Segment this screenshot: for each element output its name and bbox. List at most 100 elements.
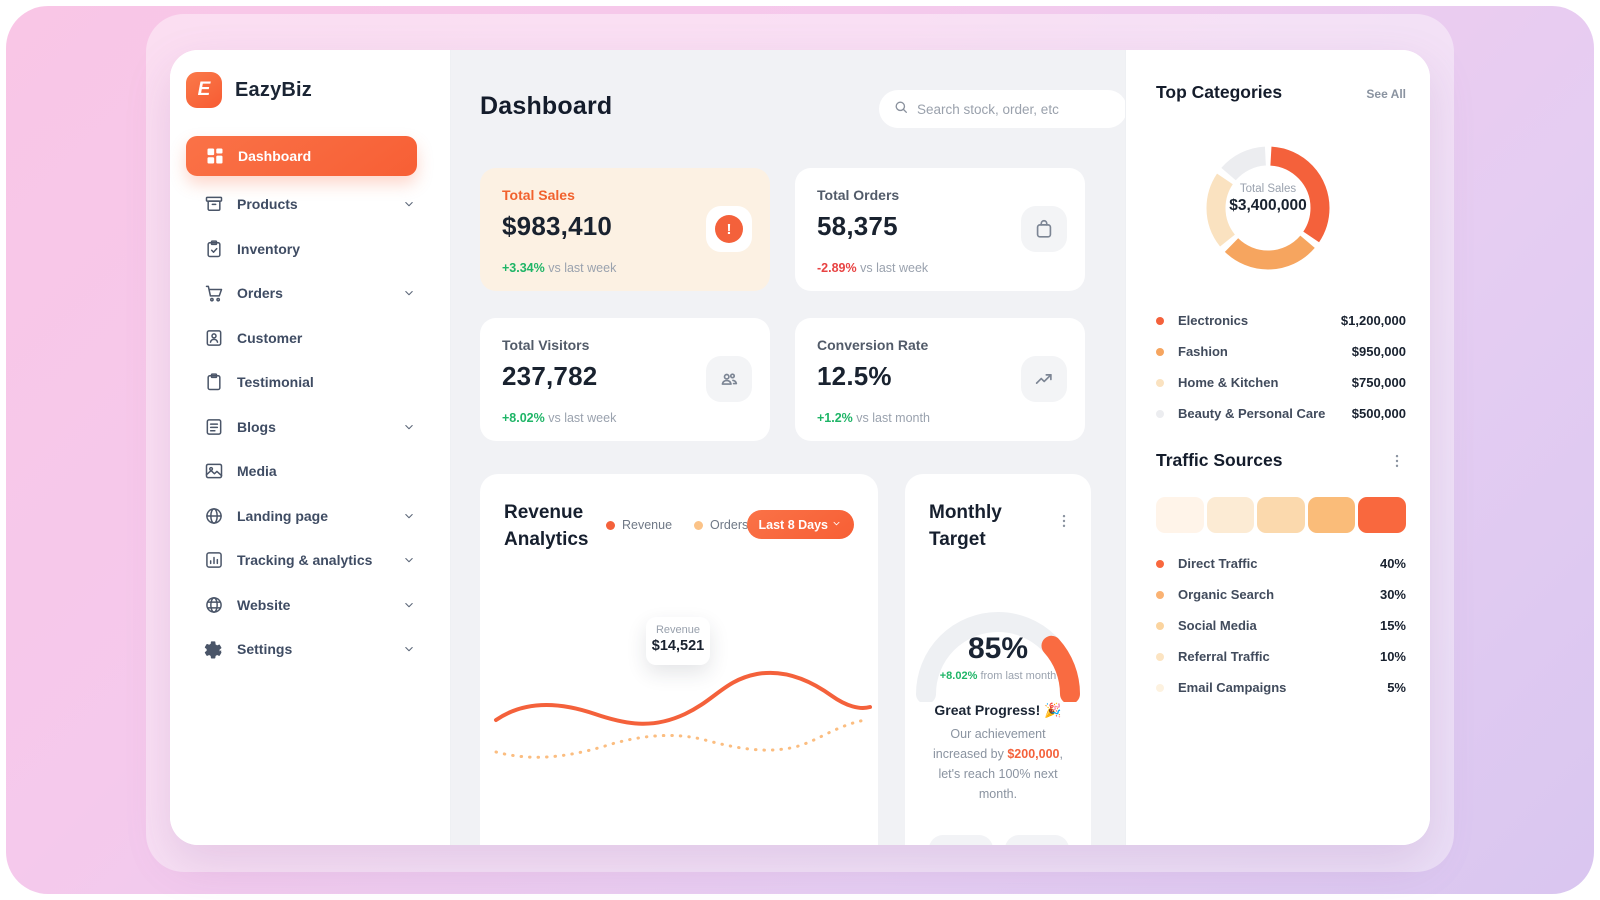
target-message: Our achievement increased by $200,000, l… <box>933 727 1063 801</box>
legend-revenue: Revenue <box>606 518 672 532</box>
stat-delta: +1.2% <box>817 411 853 425</box>
kebab-menu-icon[interactable] <box>1388 452 1406 470</box>
kebab-menu-icon[interactable] <box>1055 512 1073 530</box>
stats-grid: Total Sales $983,410 +3.34% vs last week! T… <box>480 168 1085 441</box>
sidebar: E EazyBiz Dashboard Products Inventory Orde… <box>170 50 451 845</box>
stat-value: $983,410 <box>502 211 613 241</box>
category-row-fashion: Fashion $950,000 <box>1156 336 1406 367</box>
chevron-down-icon <box>402 553 416 567</box>
traffic-list: Direct Traffic 40% Organic Search 30% Social… <box>1156 548 1406 703</box>
target-message-title: Great Progress! 🎉 <box>934 702 1062 718</box>
tracking-icon <box>204 550 224 570</box>
stat-delta: +3.34% <box>502 261 545 275</box>
stat-note: vs last month <box>856 411 930 425</box>
row-value: 40% <box>1379 556 1406 571</box>
search-input[interactable] <box>917 101 1113 117</box>
sidebar-item-dashboard[interactable]: Dashboard <box>186 136 417 176</box>
traffic-row-social-media: Social Media 15% <box>1156 610 1406 641</box>
traffic-scale-swatch <box>1156 497 1204 533</box>
chart-tooltip: Revenue $14,521 <box>646 617 710 665</box>
monthly-target-title: Monthly Target <box>929 502 1002 550</box>
sidebar-item-label: Products <box>237 196 298 212</box>
sidebar-item-customer[interactable]: Customer <box>170 318 450 358</box>
search-bar[interactable] <box>879 90 1127 128</box>
stat-value: 12.5% <box>817 361 892 391</box>
chevron-down-icon <box>402 420 416 434</box>
traffic-row-referral-traffic: Referral Traffic 10% <box>1156 641 1406 672</box>
date-range-button[interactable]: Last 8 Days <box>746 510 854 539</box>
sidebar-item-blogs[interactable]: Blogs <box>170 407 450 447</box>
landing-icon <box>204 506 224 526</box>
traffic-scale-swatch <box>1206 497 1255 533</box>
target-gauge <box>916 612 1080 702</box>
sidebar-item-label: Tracking & analytics <box>237 552 373 568</box>
chevron-down-icon <box>831 518 842 532</box>
sidebar-item-orders[interactable]: Orders <box>170 273 450 313</box>
chevron-down-icon <box>402 642 416 656</box>
stat-note: vs last week <box>548 261 617 275</box>
row-value: 10% <box>1379 649 1406 664</box>
sidebar-menu: Dashboard Products Inventory Orders Customer… <box>170 136 450 669</box>
row-label: Home & Kitchen <box>1178 375 1279 390</box>
sidebar-item-inventory[interactable]: Inventory <box>170 229 450 269</box>
sidebar-item-products[interactable]: Products <box>170 184 450 224</box>
donut-segment-electronics <box>1206 146 1330 270</box>
row-value: $750,000 <box>1351 375 1406 390</box>
app-window: E EazyBiz Dashboard Products Inventory Orde… <box>170 50 1430 845</box>
sidebar-item-website[interactable]: Website <box>170 585 450 625</box>
revenue-analytics-title: Revenue Analytics <box>504 502 589 550</box>
chevron-down-icon <box>402 598 416 612</box>
color-dot <box>1156 378 1164 387</box>
category-row-home-kitchen: Home & Kitchen $750,000 <box>1156 367 1406 398</box>
stat-value: 237,782 <box>502 361 598 391</box>
sidebar-item-testimonial[interactable]: Testimonial <box>170 362 450 402</box>
color-dot <box>1156 590 1164 599</box>
website-icon <box>204 595 224 615</box>
row-label: Referral Traffic <box>1178 649 1270 664</box>
page-title: Dashboard <box>480 92 613 120</box>
row-value: 30% <box>1379 587 1406 602</box>
alert-icon: ! <box>706 206 752 252</box>
media-icon <box>204 461 224 481</box>
brand: E EazyBiz <box>170 72 450 108</box>
products-icon <box>204 194 224 214</box>
traffic-sources-title: Traffic Sources <box>1156 450 1283 470</box>
see-all-link[interactable]: See All <box>1366 87 1406 101</box>
donut-segment-home-kitchen <box>1206 146 1330 270</box>
stat-note: vs last week <box>548 411 617 425</box>
row-label: Social Media <box>1178 618 1257 633</box>
sidebar-item-label: Landing page <box>237 507 328 524</box>
legend-dot <box>606 520 615 530</box>
sidebar-item-settings[interactable]: Settings <box>170 629 450 669</box>
chevron-down-icon <box>402 286 416 300</box>
target-delta: +8.02% from last month <box>939 670 1057 682</box>
revenue-line-chart <box>494 670 872 759</box>
sidebar-item-media[interactable]: Media <box>170 451 450 491</box>
sidebar-item-label: Dashboard <box>238 148 312 164</box>
target-action-button[interactable] <box>929 835 993 845</box>
customer-icon <box>204 328 224 348</box>
stat-footnote: -2.89% vs last week <box>817 261 928 275</box>
right-panel: Top Categories See All Total Sales $3,40… <box>1125 50 1430 845</box>
category-row-beauty-personal-care: Beauty & Personal Care $500,000 <box>1156 398 1406 429</box>
donut-segment-fashion <box>1206 146 1330 270</box>
color-dot <box>1156 409 1164 418</box>
traffic-scale-swatch <box>1307 497 1356 533</box>
legend-label: Revenue <box>622 518 673 532</box>
dashboard-icon <box>205 146 225 166</box>
sidebar-item-label: Website <box>237 596 291 613</box>
row-value: $950,000 <box>1351 344 1406 359</box>
row-label: Fashion <box>1178 344 1228 359</box>
sidebar-item-tracking-analytics[interactable]: Tracking & analytics <box>170 540 450 580</box>
stat-label: Total Sales <box>502 187 575 203</box>
traffic-scale-swatch <box>1257 497 1305 533</box>
stat-card-total-sales: Total Sales $983,410 +3.34% vs last week! <box>480 168 770 291</box>
legend-orders: Orders <box>694 518 748 532</box>
sidebar-item-label: Blogs <box>237 418 276 435</box>
stat-note: vs last week <box>860 261 929 275</box>
color-dot <box>1156 652 1164 661</box>
row-value: 15% <box>1379 618 1406 633</box>
target-action-button[interactable] <box>1005 835 1069 845</box>
search-icon <box>893 99 909 120</box>
sidebar-item-landing-page[interactable]: Landing page <box>170 496 450 536</box>
